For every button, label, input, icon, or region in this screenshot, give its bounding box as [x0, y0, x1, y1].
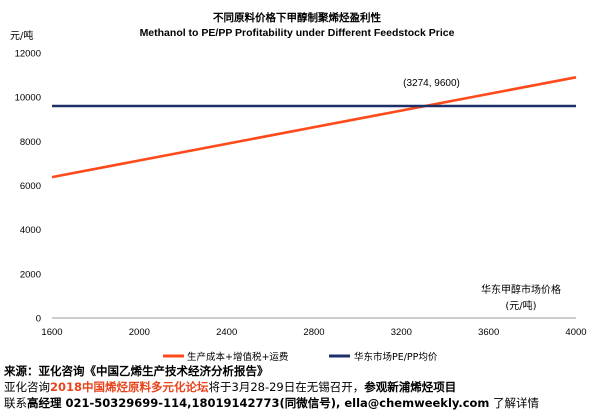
forum-name-link[interactable]: 2018中国烯烃原料多元化论坛 — [50, 380, 209, 394]
source-line: 来源：亚化咨询《中国乙烯生产技术经济分析报告》 — [4, 364, 269, 379]
cost-series-line — [51, 76, 577, 179]
y-tick-label: 6000 — [20, 181, 41, 192]
forum-prefix: 亚化咨询 — [4, 380, 50, 394]
x-tick-label: 3200 — [391, 327, 412, 338]
x-tick-label: 2400 — [216, 327, 237, 338]
x-tick-label: 4000 — [565, 327, 586, 338]
y-tick-label: 2000 — [20, 269, 41, 280]
y-axis-unit: 元/吨 — [10, 29, 33, 42]
x-tick-label: 1600 — [41, 327, 62, 338]
x-tick-label: 3600 — [478, 327, 499, 338]
contact-suffix: 了解详情 — [489, 396, 540, 410]
x-axis-ticks: 1600 2000 2400 2800 3200 3600 4000 — [41, 327, 586, 338]
forum-line: 亚化咨询2018中国烯烃原料多元化论坛将于3月28-29日在无锡召开，参观新浦烯… — [4, 380, 456, 395]
legend: 生产成本+增值税+运费 华东市场PE/PP均价 — [163, 351, 438, 363]
contact-details[interactable]: 高经理 021-50329699-114,18019142773(同微信号), … — [27, 396, 490, 410]
y-tick-label: 10000 — [15, 93, 41, 104]
y-tick-label: 4000 — [20, 225, 41, 236]
forum-date: 将于3月28-29日在无锡召开， — [208, 380, 365, 394]
chart-subtitle: Methanol to PE/PP Profitability under Di… — [140, 27, 455, 39]
source-text: 来源：亚化咨询《中国乙烯生产技术经济分析报告》 — [4, 364, 269, 378]
intersection-annotation: (3274, 9600) — [403, 78, 460, 89]
legend-label-price: 华东市场PE/PP均价 — [354, 351, 438, 363]
contact-prefix: 联系 — [4, 396, 27, 410]
chart: 不同原料价格下甲醇制聚烯烃盈利性 Methanol to PE/PP Profi… — [10, 11, 587, 363]
legend-label-cost: 生产成本+增值税+运费 — [187, 351, 288, 363]
x-tick-label: 2000 — [129, 327, 150, 338]
y-tick-label: 12000 — [15, 49, 41, 60]
y-tick-label: 8000 — [20, 137, 41, 148]
chart-title: 不同原料价格下甲醇制聚烯烃盈利性 — [213, 11, 381, 24]
forum-visit: 参观新浦烯烃项目 — [364, 380, 457, 394]
y-axis-ticks: 0 2000 4000 6000 8000 10000 12000 — [15, 49, 41, 325]
series-lines — [51, 76, 577, 179]
y-tick-label: 0 — [36, 314, 41, 325]
contact-line: 联系高经理 021-50329699-114,18019142773(同微信号)… — [4, 396, 539, 411]
x-axis-label: 华东甲醇市场价格 — [481, 283, 561, 296]
x-tick-label: 2800 — [303, 327, 324, 338]
x-axis-label-unit: (元/吨) — [505, 299, 536, 312]
